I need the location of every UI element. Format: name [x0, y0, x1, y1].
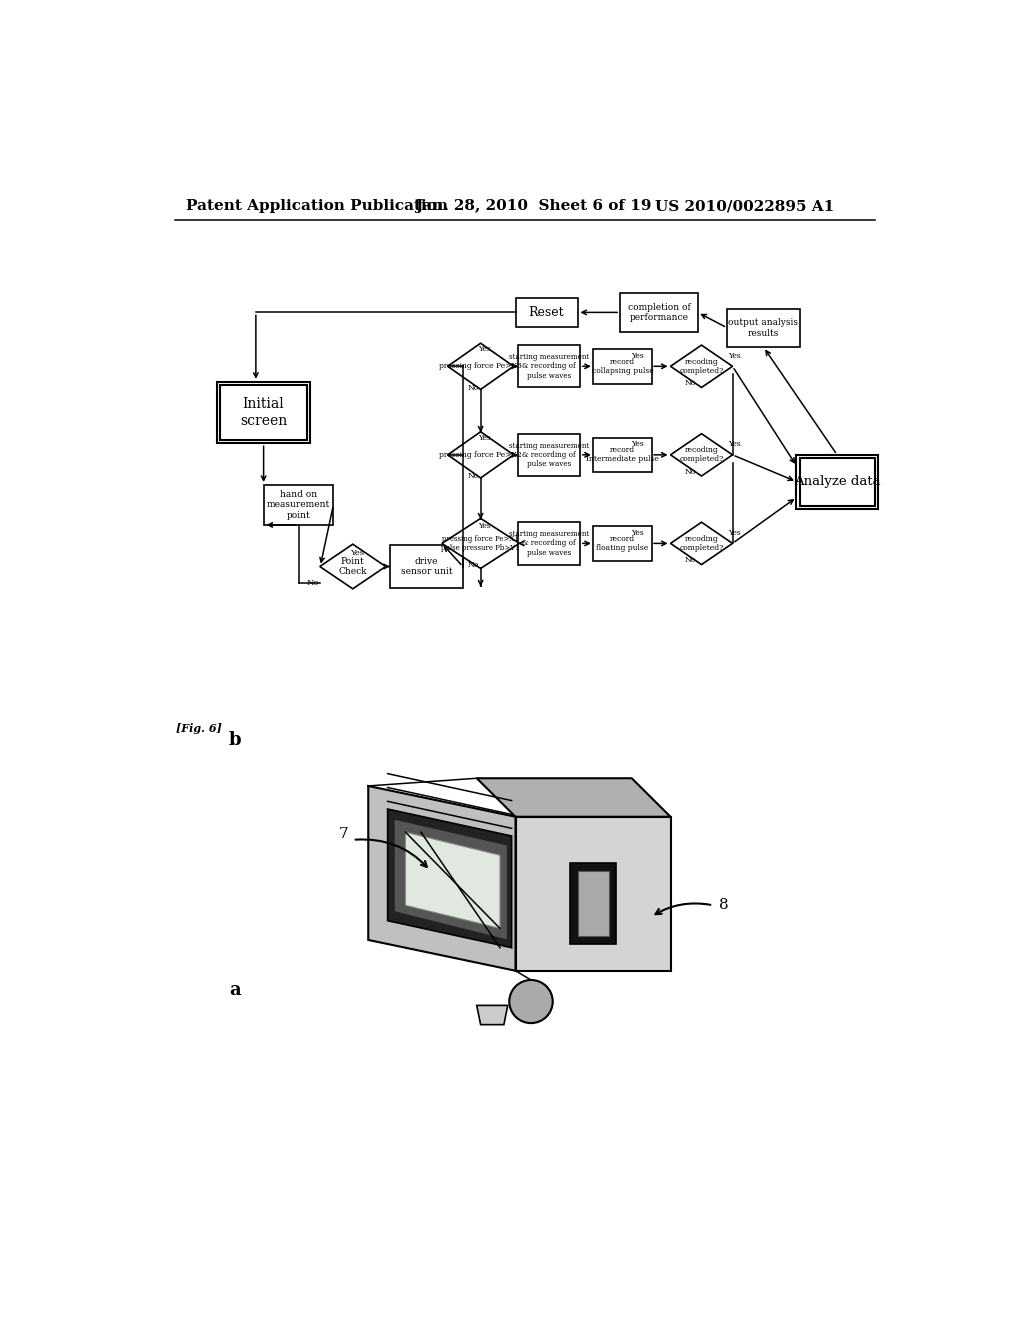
Text: recoding
completed?: recoding completed? — [679, 358, 724, 375]
Text: hand on
measurement
point: hand on measurement point — [267, 490, 330, 520]
Polygon shape — [671, 523, 732, 565]
Circle shape — [509, 979, 553, 1023]
Text: No: No — [467, 384, 478, 392]
Text: Yes: Yes — [478, 523, 490, 531]
Text: Point
Check: Point Check — [339, 557, 367, 577]
Text: completion of
performance: completion of performance — [628, 302, 690, 322]
Bar — [727, 309, 801, 347]
Bar — [593, 348, 651, 384]
Text: recoding
completed?: recoding completed? — [679, 535, 724, 552]
Text: Yes: Yes — [632, 351, 644, 359]
Text: Patent Application Publication: Patent Application Publication — [186, 199, 449, 213]
Text: Yes: Yes — [632, 440, 644, 447]
Polygon shape — [515, 817, 671, 970]
Text: No: No — [685, 379, 696, 387]
Text: No: No — [685, 556, 696, 565]
Text: pressing force Pe>X1
pulse pressure Pb>Y1: pressing force Pe>X1 pulse pressure Pb>Y… — [441, 535, 520, 552]
Text: No: No — [306, 579, 318, 587]
Text: US 2010/0022895 A1: US 2010/0022895 A1 — [655, 199, 835, 213]
Bar — [593, 527, 651, 561]
Text: Reset: Reset — [528, 306, 564, 319]
Bar — [220, 385, 307, 441]
Bar — [800, 458, 874, 506]
Text: starting measurement
& recording of
pulse waves: starting measurement & recording of puls… — [509, 354, 589, 380]
Text: recoding
completed?: recoding completed? — [679, 446, 724, 463]
Text: starting measurement
& recording of
pulse waves: starting measurement & recording of puls… — [509, 442, 589, 469]
Text: Yes: Yes — [728, 351, 740, 359]
Polygon shape — [442, 519, 519, 569]
Text: 7: 7 — [339, 826, 348, 841]
Text: No: No — [467, 473, 478, 480]
Text: Analyze data: Analyze data — [794, 475, 881, 488]
Text: starting measurement
& recording of
pulse waves: starting measurement & recording of puls… — [509, 531, 589, 557]
Text: pressing force Pe>X3: pressing force Pe>X3 — [439, 362, 522, 371]
Text: 8: 8 — [719, 899, 728, 912]
Bar — [518, 523, 580, 565]
Bar — [593, 437, 651, 473]
Text: Yes: Yes — [349, 549, 364, 557]
Polygon shape — [477, 1006, 508, 1024]
Text: record
collapsing pulse: record collapsing pulse — [592, 358, 653, 375]
Text: Yes: Yes — [728, 528, 740, 537]
Bar — [263, 484, 334, 525]
Bar — [797, 455, 878, 508]
Text: No: No — [685, 467, 696, 475]
Polygon shape — [406, 832, 500, 928]
Text: output analysis
results: output analysis results — [728, 318, 799, 338]
Text: No: No — [467, 561, 478, 569]
Text: record
floating pulse: record floating pulse — [596, 535, 648, 552]
Polygon shape — [578, 871, 608, 936]
Polygon shape — [388, 809, 512, 948]
Polygon shape — [447, 343, 514, 389]
Text: Initial
screen: Initial screen — [240, 397, 288, 428]
Polygon shape — [569, 863, 616, 944]
Text: [Fig. 6]: [Fig. 6] — [176, 723, 222, 734]
Polygon shape — [369, 785, 515, 970]
Text: Yes: Yes — [632, 528, 644, 537]
Bar — [217, 381, 310, 444]
Polygon shape — [671, 345, 732, 388]
Text: Jan. 28, 2010  Sheet 6 of 19: Jan. 28, 2010 Sheet 6 of 19 — [415, 199, 651, 213]
Polygon shape — [477, 779, 671, 817]
Text: record
Intermediate pulse: record Intermediate pulse — [586, 446, 658, 463]
Text: b: b — [228, 731, 242, 748]
Polygon shape — [395, 821, 506, 939]
Text: a: a — [228, 981, 241, 999]
Bar — [518, 434, 580, 477]
Text: Yes: Yes — [478, 434, 490, 442]
Bar — [515, 298, 578, 327]
Text: Yes: Yes — [728, 440, 740, 447]
Bar — [518, 345, 580, 388]
Polygon shape — [319, 544, 386, 589]
Text: drive
sensor unit: drive sensor unit — [400, 557, 453, 577]
Polygon shape — [671, 434, 732, 477]
Text: pressing force Pe>X2: pressing force Pe>X2 — [439, 451, 522, 459]
Bar — [389, 545, 463, 587]
Polygon shape — [447, 432, 514, 478]
Bar — [621, 293, 697, 331]
Text: Yes: Yes — [478, 346, 490, 354]
